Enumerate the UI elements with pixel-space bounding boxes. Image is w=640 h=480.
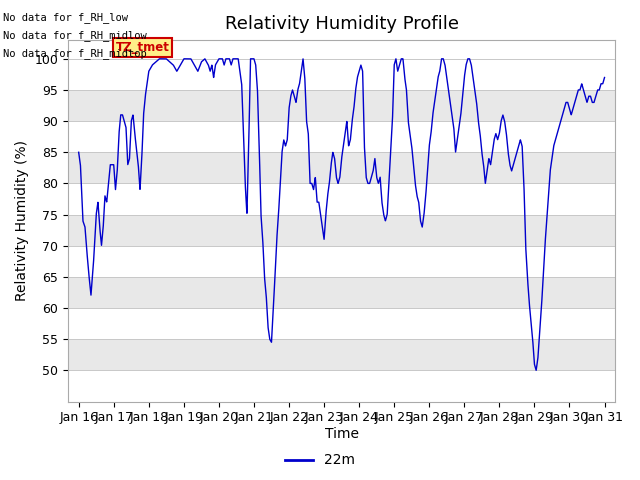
Bar <box>68 121 615 152</box>
Bar <box>68 277 615 308</box>
Bar <box>68 246 615 277</box>
Bar <box>68 183 615 215</box>
Bar <box>68 59 615 90</box>
X-axis label: Time: Time <box>324 427 358 441</box>
Y-axis label: Relativity Humidity (%): Relativity Humidity (%) <box>15 140 29 301</box>
Bar <box>68 339 615 371</box>
Text: No data for f_RH_midlow: No data for f_RH_midlow <box>3 30 147 41</box>
Text: TZ_tmet: TZ_tmet <box>115 41 170 54</box>
Bar <box>68 308 615 339</box>
Text: No data for f_RH_midtop: No data for f_RH_midtop <box>3 48 147 60</box>
Title: Relativity Humidity Profile: Relativity Humidity Profile <box>225 15 459 33</box>
Bar <box>68 152 615 183</box>
Text: No data for f_RH_low: No data for f_RH_low <box>3 12 128 23</box>
Bar <box>68 90 615 121</box>
Bar <box>68 371 615 401</box>
Legend: 22m: 22m <box>280 448 360 473</box>
Bar <box>68 215 615 246</box>
